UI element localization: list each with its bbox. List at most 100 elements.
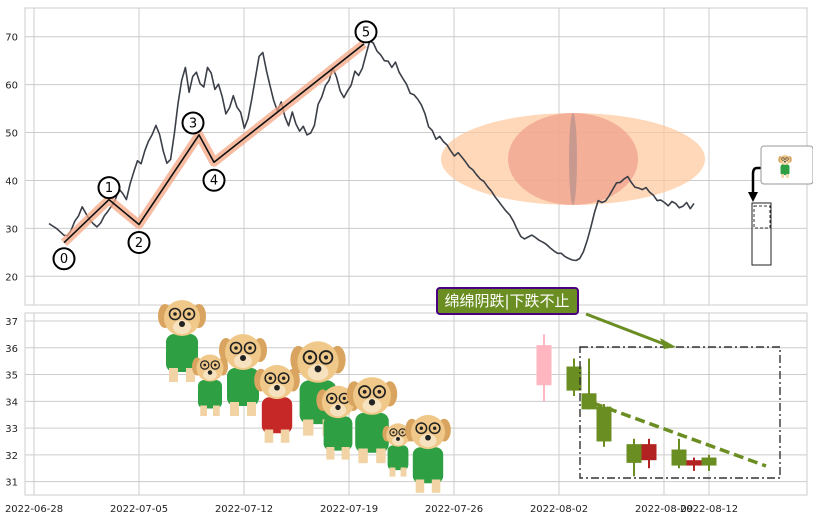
candle-body <box>641 444 657 461</box>
wave-marker <box>202 168 226 192</box>
wave-marker <box>127 231 151 255</box>
dog-leg <box>400 467 407 477</box>
wave-label: 1 <box>105 181 113 196</box>
wave-path <box>63 43 365 244</box>
dog-shirt <box>198 380 222 409</box>
dog-sticker <box>316 385 360 460</box>
candle-body <box>626 444 642 463</box>
highlight-ellipses <box>441 113 705 205</box>
dog-shirt <box>166 334 198 372</box>
trend-box <box>579 346 781 479</box>
trend-line <box>592 401 767 468</box>
dog-nose <box>207 370 213 375</box>
dog-eye <box>342 396 346 401</box>
bottom-y-tick-label: 34 <box>5 397 18 408</box>
dog-nose <box>784 160 786 163</box>
dog-glasses <box>415 422 428 435</box>
dog-glasses <box>785 157 789 161</box>
dog-glasses <box>277 372 290 385</box>
dog-nose <box>368 399 376 406</box>
dog-glasses <box>781 157 785 161</box>
dog-leg <box>781 174 784 178</box>
dog-glasses <box>229 341 243 355</box>
dog-leg <box>213 405 220 416</box>
x-tick-label: 2022-08-02 <box>530 504 588 515</box>
candle-body <box>536 345 552 386</box>
dog-nose <box>314 365 322 373</box>
dog-leg <box>415 479 425 493</box>
dog-leg <box>303 419 314 436</box>
dog-muzzle <box>419 433 437 448</box>
dog-eye <box>203 363 207 367</box>
dog-eye <box>213 363 217 367</box>
zoom-arrow <box>751 166 770 196</box>
wave-marker <box>181 111 205 135</box>
dog-eye <box>234 346 238 350</box>
candles <box>536 334 717 477</box>
dog-leg <box>186 368 195 382</box>
dog-leg <box>264 429 274 443</box>
dog-leg <box>326 447 335 460</box>
dog-eye <box>401 431 404 434</box>
dog-glasses <box>302 350 318 365</box>
dog-eye <box>268 376 273 380</box>
x-tick-label: 2022-08-12 <box>680 504 738 515</box>
x-tick-label: 2022-06-28 <box>5 504 63 515</box>
x-tick-label: 2022-07-12 <box>215 504 273 515</box>
annotation-group: 绵绵阴跌|下跌不止 <box>436 287 676 349</box>
dog-leg <box>431 479 441 493</box>
dog-sticker <box>778 154 792 178</box>
dog-leg <box>230 402 239 416</box>
candle-body <box>566 366 582 391</box>
dog-eye <box>281 376 286 380</box>
dog-glasses <box>318 350 334 365</box>
dog-leg <box>389 467 396 477</box>
wave-label: 4 <box>210 174 218 189</box>
wave-marker <box>354 20 378 44</box>
candle-body <box>686 460 702 466</box>
top-y-tick-label: 20 <box>5 272 18 283</box>
dog-sticker <box>346 377 398 464</box>
top-y-tick-label: 60 <box>5 81 18 92</box>
annotation-label: 绵绵阴跌|下跌不止 <box>444 292 569 310</box>
annotation-arrow-head <box>660 338 676 349</box>
dog-shirt <box>261 397 293 434</box>
bottom-y-tick-label: 37 <box>5 317 18 328</box>
dog-eye <box>187 312 191 316</box>
dog-leg <box>786 174 789 178</box>
dog-glasses <box>168 307 182 321</box>
bottom-y-tick-label: 31 <box>5 478 18 489</box>
candle-body <box>581 393 597 410</box>
dog-shirt <box>227 368 259 406</box>
dog-glasses <box>372 385 386 399</box>
wave-label: 3 <box>189 116 197 131</box>
dog-sticker <box>405 414 451 493</box>
dog-glasses <box>182 307 196 321</box>
dog-leg <box>341 447 350 460</box>
dog-nose <box>425 434 431 441</box>
dog-eye <box>307 355 313 360</box>
x-tick-label: 2022-07-26 <box>425 504 483 515</box>
dog-glasses <box>389 428 398 437</box>
top-y-tick-label: 30 <box>5 224 18 235</box>
dog-leg <box>169 368 178 382</box>
top-y-tick-label: 40 <box>5 176 18 187</box>
dog-eye <box>323 355 329 360</box>
bottom-y-tick-label: 32 <box>5 451 18 462</box>
dog-glasses <box>428 422 441 435</box>
zoom-dashed-box <box>753 205 771 229</box>
x-tick-label: 2022-07-05 <box>110 504 168 515</box>
annotation-box <box>436 287 579 315</box>
dog-eye <box>392 431 395 434</box>
bottom-y-tick-label: 35 <box>5 371 18 382</box>
wave-label: 5 <box>362 25 370 40</box>
axis-labels: 2022-06-28 2022-07-05 2022-07-12 2022-07-19… <box>5 33 738 515</box>
price-line <box>48 40 695 262</box>
dog-shirt <box>387 445 409 471</box>
dog-eye <box>782 158 784 160</box>
dog-eye <box>173 312 177 316</box>
dog-nose <box>240 355 246 361</box>
dog-glasses <box>326 392 338 405</box>
